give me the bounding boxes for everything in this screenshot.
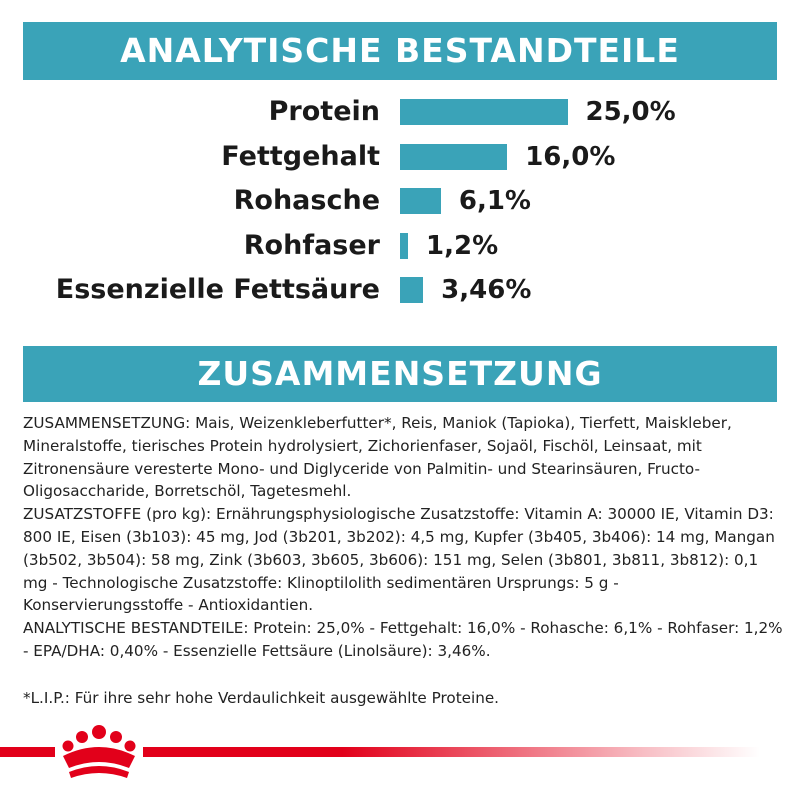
brand-red-line xyxy=(0,747,760,757)
bar-row: Rohfaser 1,2% xyxy=(0,230,800,262)
bar xyxy=(400,277,424,303)
bar-row: Essenzielle Fettsäure 3,46% xyxy=(0,274,800,306)
bar-value-label: 1,2% xyxy=(426,230,499,261)
bar-row: Fettgehalt 16,0% xyxy=(0,141,800,173)
bar-category-label: Essenzielle Fettsäure xyxy=(55,274,380,305)
composition-banner: ZUSAMMENSETZUNG xyxy=(23,346,777,402)
bar-value-label: 16,0% xyxy=(525,141,616,172)
bar-row: Rohasche 6,1% xyxy=(0,185,800,217)
composition-title: ZUSAMMENSETZUNG xyxy=(197,354,603,393)
bar-value-label: 25,0% xyxy=(585,97,676,127)
analysis-paragraph: ANALYTISCHE BESTANDTEILE: Protein: 25,0%… xyxy=(23,619,783,660)
composition-paragraph: ZUSAMMENSETZUNG: Mais, Weizenkleberfutte… xyxy=(23,414,732,501)
nutrient-bar-chart: Protein 25,0% Fettgehalt 16,0% Rohasche 6,1% R… xyxy=(0,96,800,326)
royal-canin-crown-icon xyxy=(55,722,143,784)
bar-value-label: 6,1% xyxy=(458,186,531,216)
bar xyxy=(400,232,409,259)
bar-value-label: 3,46% xyxy=(441,275,532,305)
bar-category-label: Protein xyxy=(268,96,380,127)
additives-paragraph: ZUSATZSTOFFE (pro kg): Ernährungsphysiol… xyxy=(23,505,775,615)
footnote: *L.I.P.: Für ihre sehr hohe Verdaulichke… xyxy=(23,689,500,707)
analysis-banner: ANALYTISCHE BESTANDTEILE xyxy=(23,22,777,80)
bar xyxy=(400,143,508,170)
bar-category-label: Rohfaser xyxy=(243,229,380,261)
bar xyxy=(400,99,568,125)
composition-text-block: ZUSAMMENSETZUNG: Mais, Weizenkleberfutte… xyxy=(23,412,783,663)
bar-row: Protein 25,0% xyxy=(0,96,800,128)
analysis-title: ANALYTISCHE BESTANDTEILE xyxy=(120,31,680,70)
bar-category-label: Rohasche xyxy=(233,185,380,216)
bar-category-label: Fettgehalt xyxy=(221,140,380,172)
bar xyxy=(400,188,441,214)
